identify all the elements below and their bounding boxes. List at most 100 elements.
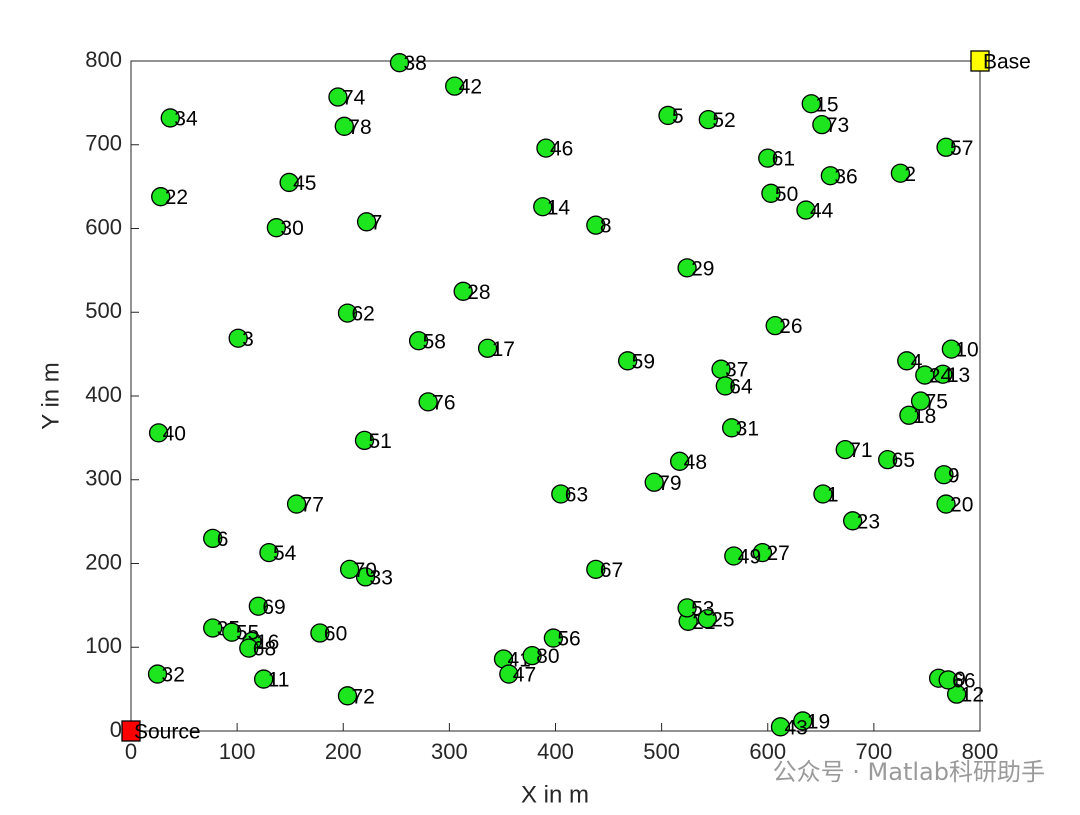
node-label: 59 (632, 350, 655, 373)
node-label: 68 (253, 638, 276, 661)
y-tick-label: 600 (85, 214, 122, 239)
node-label: 79 (658, 472, 681, 495)
node (228, 328, 248, 348)
node-label: 58 (423, 330, 446, 353)
node-label: 15 (815, 93, 838, 116)
node-label: 1 (827, 484, 839, 507)
special-node (121, 720, 141, 742)
node-label: 40 (163, 422, 186, 445)
node (835, 439, 855, 460)
node (910, 391, 931, 411)
node (677, 598, 697, 618)
node-label: 55 (236, 622, 259, 645)
node (254, 669, 274, 689)
y-tick-label: 200 (85, 549, 122, 574)
node-label: 54 (273, 542, 297, 565)
node-label: 67 (600, 559, 623, 582)
node (698, 109, 718, 130)
node (843, 511, 863, 531)
node-label: 69 (262, 596, 285, 619)
node (286, 494, 307, 514)
node-label: 49 (738, 546, 761, 569)
node-label: 31 (736, 417, 759, 440)
node-label: 14 (547, 196, 571, 219)
x-tick-label: 100 (219, 739, 256, 764)
node-label: 23 (857, 510, 880, 533)
node (203, 528, 223, 549)
node (793, 711, 813, 731)
node-label: 34 (174, 107, 198, 130)
node-label: 48 (684, 451, 707, 474)
node-label: 52 (712, 109, 735, 132)
node (936, 494, 956, 514)
node-label: 33 (370, 566, 393, 589)
node-label: 28 (467, 281, 490, 304)
node-label: 64 (729, 375, 753, 398)
node (222, 622, 242, 642)
node (722, 418, 742, 438)
y-tick-label: 300 (85, 466, 122, 491)
node (522, 645, 542, 666)
y-tick-label: 100 (85, 633, 122, 658)
node (203, 618, 223, 638)
node (310, 623, 330, 643)
node (677, 258, 697, 278)
node (160, 108, 180, 128)
x-tick-label: 600 (749, 739, 786, 764)
node-label: 51 (368, 430, 391, 453)
node (644, 472, 664, 492)
node-label: 30 (280, 217, 303, 240)
y-tick-label: 700 (85, 131, 122, 156)
node-label: 16 (256, 631, 279, 654)
node (355, 567, 376, 587)
watermark: 公众号 · Matlab科研助手 (773, 758, 1045, 786)
node (812, 115, 832, 135)
node-label: 29 (691, 257, 714, 280)
node-label: 12 (961, 684, 984, 707)
node-label: 20 (950, 494, 973, 517)
node-label: 73 (826, 114, 849, 137)
node (670, 451, 690, 471)
node-label: 66 (952, 669, 975, 692)
node (724, 546, 744, 566)
node (248, 596, 269, 616)
node-label: 36 (834, 165, 857, 188)
node (899, 405, 919, 425)
node (148, 423, 169, 443)
node (758, 148, 778, 168)
node (151, 187, 171, 207)
node-label: 71 (849, 439, 872, 462)
node-label: 17 (492, 338, 515, 361)
node-label: 22 (165, 186, 188, 209)
node (356, 212, 377, 232)
node (890, 163, 911, 183)
node (813, 484, 833, 504)
special-node (970, 50, 990, 72)
node-label: 65 (892, 449, 915, 472)
node (796, 200, 816, 220)
node-label: 46 (550, 138, 573, 161)
node-label: 27 (766, 542, 789, 565)
node-label: 47 (513, 664, 536, 687)
node-label: 74 (342, 87, 366, 110)
special-label: Base (983, 51, 1031, 74)
node (279, 172, 299, 193)
node (418, 392, 438, 412)
node (658, 105, 678, 126)
node (334, 116, 354, 136)
node (752, 542, 773, 563)
node-label: 24 (929, 365, 953, 388)
node (897, 351, 917, 371)
x-tick-label: 700 (856, 739, 893, 764)
y-tick-label: 400 (85, 382, 122, 407)
node (915, 365, 935, 385)
node (533, 197, 553, 217)
node-label: 56 (557, 628, 580, 651)
node-label: 13 (947, 364, 970, 387)
node (618, 351, 638, 371)
node (445, 76, 465, 96)
node-label: 10 (955, 339, 978, 362)
y-tick-label: 500 (85, 298, 122, 323)
